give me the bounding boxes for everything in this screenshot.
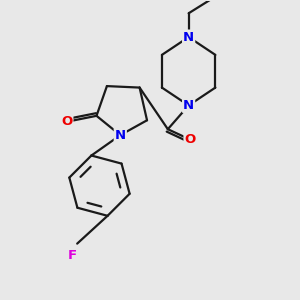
Text: N: N	[183, 99, 194, 112]
Text: N: N	[115, 129, 126, 142]
Text: O: O	[61, 115, 72, 128]
Text: F: F	[68, 249, 77, 262]
Text: O: O	[184, 133, 196, 146]
Text: N: N	[183, 31, 194, 44]
